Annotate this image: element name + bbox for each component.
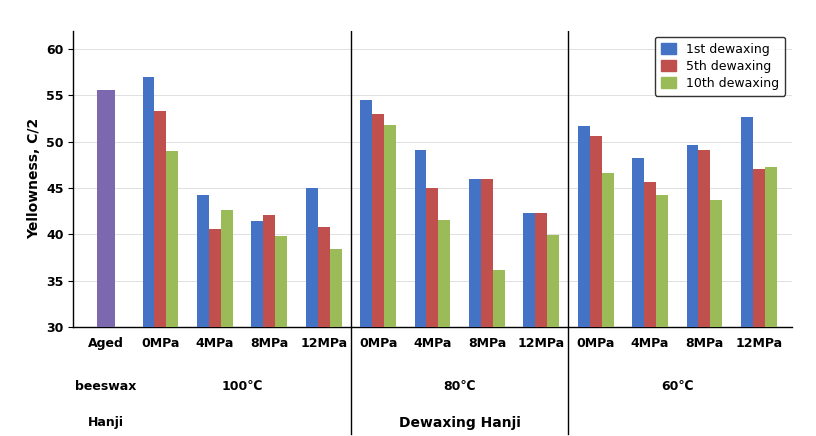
Bar (197, 195, 209, 436)
Bar (384, 125, 396, 436)
Bar (221, 210, 233, 436)
Bar (275, 236, 287, 436)
Bar (481, 179, 493, 436)
Bar (154, 111, 166, 436)
Bar (427, 188, 438, 436)
Bar (264, 215, 275, 436)
Bar (493, 269, 505, 436)
Bar (251, 221, 264, 436)
Bar (469, 179, 481, 436)
Legend: 1st dewaxing, 5th dewaxing, 10th dewaxing: 1st dewaxing, 5th dewaxing, 10th dewaxin… (654, 37, 785, 96)
Bar (438, 221, 450, 436)
Bar (548, 235, 559, 436)
Bar (590, 136, 601, 436)
Bar (535, 213, 548, 436)
Y-axis label: Yellowness, C/2: Yellowness, C/2 (27, 118, 41, 239)
Bar (360, 100, 372, 436)
Text: 60℃: 60℃ (661, 380, 694, 393)
Bar (372, 114, 384, 436)
Bar (644, 181, 656, 436)
Bar (765, 167, 777, 436)
Bar (330, 249, 342, 436)
Bar (578, 126, 590, 436)
Bar (209, 229, 221, 436)
Bar (698, 150, 711, 436)
Bar (711, 200, 722, 436)
Bar (143, 77, 154, 436)
Text: 100℃: 100℃ (221, 380, 263, 393)
Bar (741, 117, 753, 436)
Bar (632, 158, 644, 436)
Bar (306, 188, 317, 436)
Bar (415, 150, 427, 436)
Bar (166, 151, 179, 436)
Bar (656, 194, 668, 436)
Bar (601, 173, 614, 436)
Text: Dewaxing Hanji: Dewaxing Hanji (399, 416, 521, 430)
Bar (523, 213, 535, 436)
Bar (753, 170, 765, 436)
Text: Hanji: Hanji (88, 416, 124, 429)
Text: 80℃: 80℃ (443, 380, 476, 393)
Text: beeswax: beeswax (75, 380, 137, 393)
Bar (97, 90, 115, 436)
Bar (686, 145, 698, 436)
Bar (317, 227, 330, 436)
